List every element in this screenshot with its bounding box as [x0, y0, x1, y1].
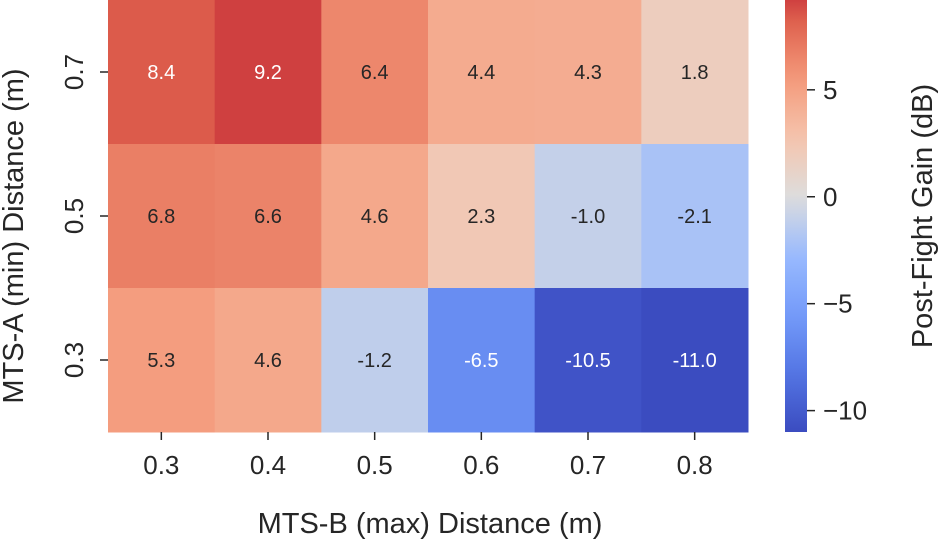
x-tick-label: 0.5 — [357, 450, 393, 480]
colorbar-tick-label: −5 — [823, 289, 853, 319]
y-axis-ticks: 0.7 0.5 0.3 — [59, 54, 108, 378]
x-tick-label: 0.7 — [570, 450, 606, 480]
cell-value-label: 5.3 — [147, 350, 175, 372]
x-tick-label: 0.3 — [143, 450, 179, 480]
heatmap-cell — [534, 288, 642, 433]
cell-value-label: 1.8 — [681, 62, 709, 84]
cell-value-label: -10.5 — [565, 350, 611, 372]
y-tick-label: 0.5 — [59, 198, 89, 234]
heatmap-cell — [108, 288, 216, 433]
heatmap-cell — [641, 288, 749, 433]
heatmap-cells: 8.4 9.2 6.4 4.4 4.3 1.8 6.8 6.6 4.6 2.3 -1.0 -2.1 5.… — [108, 0, 749, 433]
cell-value-label: 4.6 — [254, 350, 282, 372]
cell-value-label: 6.6 — [254, 206, 282, 228]
colorbar-ticks: 5 0 −5 −10 — [807, 75, 867, 426]
x-axis-label: MTS-B (max) Distance (m) — [258, 508, 603, 540]
heatmap-cell — [428, 144, 536, 289]
cell-value-label: 9.2 — [254, 62, 282, 84]
heatmap-cell — [534, 144, 642, 289]
heatmap-cell — [214, 0, 322, 145]
x-axis-ticks: 0.3 0.4 0.5 0.6 0.7 0.8 — [143, 432, 713, 480]
heatmap-cell — [321, 288, 429, 433]
cell-value-label: -11.0 — [673, 350, 717, 372]
colorbar-tick-label: −10 — [823, 396, 867, 426]
cell-value-label: -6.5 — [464, 350, 498, 372]
heatmap-cell — [428, 288, 536, 433]
x-tick-label: 0.8 — [677, 450, 713, 480]
cell-value-label: 6.4 — [361, 62, 389, 84]
y-axis-label: MTS-A (min) Distance (m) — [0, 68, 30, 403]
cell-value-label: 4.3 — [574, 62, 602, 84]
cell-value-label: -1.2 — [357, 350, 391, 372]
colorbar-label: Post-Fight Gain (dB) — [907, 84, 939, 348]
cell-value-label: -1.0 — [571, 206, 605, 228]
cell-value-label: 6.8 — [147, 206, 175, 228]
heatmap-cell — [108, 144, 216, 289]
heatmap-cell — [214, 288, 322, 433]
colorbar-tick-label: 0 — [823, 182, 837, 212]
heatmap-cell — [108, 0, 216, 145]
cell-value-label: 2.3 — [467, 206, 495, 228]
heatmap-cell — [641, 0, 749, 145]
heatmap-cell — [214, 144, 322, 289]
cell-value-label: 4.4 — [467, 62, 495, 84]
y-tick-label: 0.7 — [59, 54, 89, 90]
cell-value-label: 4.6 — [361, 206, 389, 228]
colorbar-tick-label: 5 — [823, 75, 837, 105]
y-tick-label: 0.3 — [59, 342, 89, 378]
heatmap-cell — [641, 144, 749, 289]
heatmap-cell — [321, 0, 429, 145]
x-tick-label: 0.6 — [463, 450, 499, 480]
heatmap-cell — [428, 0, 536, 145]
cell-value-label: -2.1 — [677, 206, 711, 228]
colorbar — [785, 0, 807, 432]
heatmap-cell — [321, 144, 429, 289]
cell-value-label: 8.4 — [147, 62, 175, 84]
x-tick-label: 0.4 — [250, 450, 286, 480]
heatmap-cell — [534, 0, 642, 145]
